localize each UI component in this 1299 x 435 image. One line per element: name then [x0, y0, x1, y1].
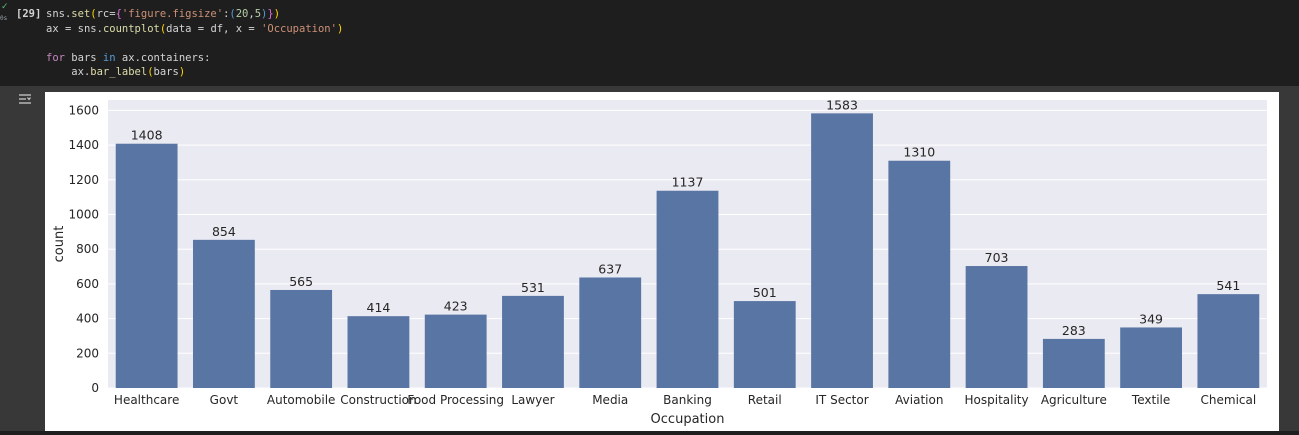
run-status[interactable]: ✓ 0s [0, 2, 12, 26]
y-tick-label: 1000 [68, 208, 99, 222]
code-line: sns.set(rc={'figure.figsize':(20,5)}) [46, 8, 281, 20]
bar [192, 239, 255, 388]
x-tick-label: Media [592, 393, 628, 407]
check-icon: ✓ [1, 2, 9, 12]
x-tick-label: Aviation [895, 393, 943, 407]
x-tick-label: Agriculture [1041, 393, 1107, 407]
y-tick-label: 600 [76, 277, 99, 291]
y-axis-label: count [52, 226, 67, 263]
y-tick-label: 1600 [68, 103, 99, 117]
bar [656, 190, 719, 388]
bar-value-label: 541 [1216, 278, 1240, 293]
x-tick-label: Retail [748, 393, 782, 407]
bar-value-label: 423 [444, 299, 468, 314]
x-tick-label: Govt [210, 393, 239, 407]
chart-figure: 0 200 400 600 800 1000 1200 1400 1600 1408 Healthc… [45, 92, 1279, 431]
x-tick-label: Hospitality [965, 393, 1029, 407]
x-tick-label: Construction [340, 393, 416, 407]
y-tick-label: 200 [76, 346, 99, 360]
x-tick-label: Banking [663, 393, 712, 407]
x-tick-label: Chemical [1201, 393, 1257, 407]
bar-value-label: 1408 [131, 128, 163, 143]
bar-value-label: 501 [753, 285, 777, 300]
code-line: ax.bar_label(bars) [71, 66, 186, 78]
bar-value-label: 1310 [903, 145, 935, 160]
bar [888, 160, 951, 388]
code-line: ax = sns.countplot(data = df, x = 'Occup… [46, 22, 344, 35]
bar-value-label: 637 [598, 261, 622, 276]
bar [733, 301, 796, 388]
bar [965, 266, 1028, 388]
bar-value-label: 1583 [826, 97, 858, 112]
bar-value-label: 703 [985, 250, 1009, 265]
bar-chart: 0 200 400 600 800 1000 1200 1400 1600 1408 Healthc… [52, 97, 1267, 427]
bar [270, 289, 333, 388]
y-tick-label: 0 [91, 381, 99, 395]
bar [579, 277, 642, 388]
bar [502, 295, 564, 388]
x-tick-label: Lawyer [511, 393, 554, 407]
bar [424, 314, 487, 388]
y-tick-label: 400 [76, 312, 99, 326]
bar [1120, 327, 1183, 388]
code-line: for bars in ax.containers: [46, 51, 211, 64]
bar [347, 316, 410, 388]
bar-value-label: 565 [289, 274, 313, 289]
x-tick-label: Food Processing [407, 393, 504, 407]
bar [115, 143, 178, 388]
bar [1042, 338, 1105, 388]
bar [811, 113, 873, 388]
x-tick-label: Healthcare [114, 393, 179, 407]
x-tick-label: IT Sector [815, 393, 868, 407]
bar [1197, 294, 1260, 388]
cell-gutter: ✓ 0s [0, 0, 12, 86]
x-axis-label: Occupation [651, 412, 725, 427]
bar-value-label: 531 [521, 280, 545, 295]
output-area: 0 200 400 600 800 1000 1200 1400 1600 1408 Healthc… [0, 86, 1299, 431]
code-editor[interactable]: sns.set(rc={'figure.figsize':(20,5)}) ax… [46, 7, 343, 80]
bar-value-label: 283 [1062, 323, 1086, 338]
bar-value-label: 854 [212, 224, 236, 239]
y-tick-label: 1200 [68, 173, 99, 187]
x-tick-label: Textile [1131, 393, 1170, 407]
y-tick-label: 1400 [68, 138, 99, 152]
x-tick-label: Automobile [267, 393, 336, 407]
bar-value-label: 349 [1139, 311, 1163, 326]
bar-value-label: 1137 [672, 175, 704, 190]
bar-value-label: 414 [367, 300, 391, 315]
run-time: 0s [0, 15, 8, 22]
output-toggle-icon[interactable] [18, 92, 34, 106]
execution-count: [29] [16, 8, 42, 20]
y-tick-label: 800 [76, 242, 99, 256]
code-cell[interactable]: [29] sns.set(rc={'figure.figsize':(20,5)… [12, 0, 1299, 86]
